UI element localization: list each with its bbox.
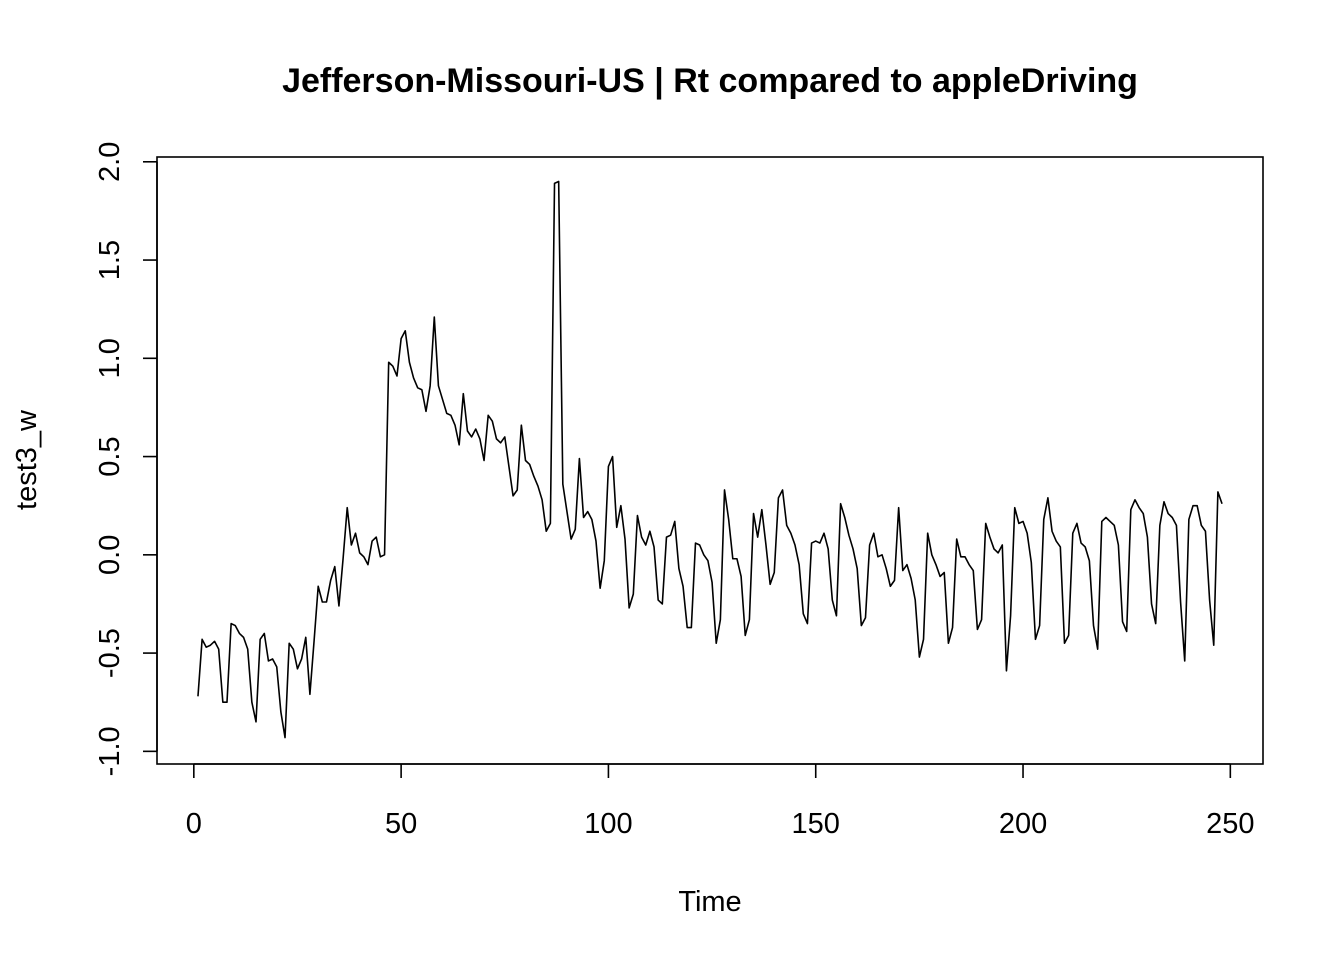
y-tick-label: 1.5 [94,240,126,280]
y-tick-label: -1.0 [94,726,126,776]
y-axis-label: test3_w [11,409,43,510]
y-tick-label: -0.5 [94,628,126,678]
x-tick-label: 200 [999,808,1047,840]
x-tick-label: 100 [584,808,632,840]
x-tick-label: 0 [186,808,202,840]
plot-frame [156,156,1264,765]
y-tick-label: 0.5 [94,436,126,476]
chart-title: Jefferson-Missouri-US | Rt compared to a… [282,62,1138,100]
y-tick-label: 1.0 [94,338,126,378]
x-axis-label: Time [678,886,741,918]
series-line [197,180,1223,739]
y-tick-label: 2.0 [94,142,126,182]
x-tick-label: 150 [792,808,840,840]
y-axis: -1.0 -0.5 0.0 0.5 1.0 1.5 2.0 [94,142,158,776]
y-tick-label: 0.0 [94,535,126,575]
x-tick-label: 250 [1206,808,1254,840]
x-tick-label: 50 [385,808,417,840]
x-axis: 0 50 100 150 200 250 [186,763,1255,840]
